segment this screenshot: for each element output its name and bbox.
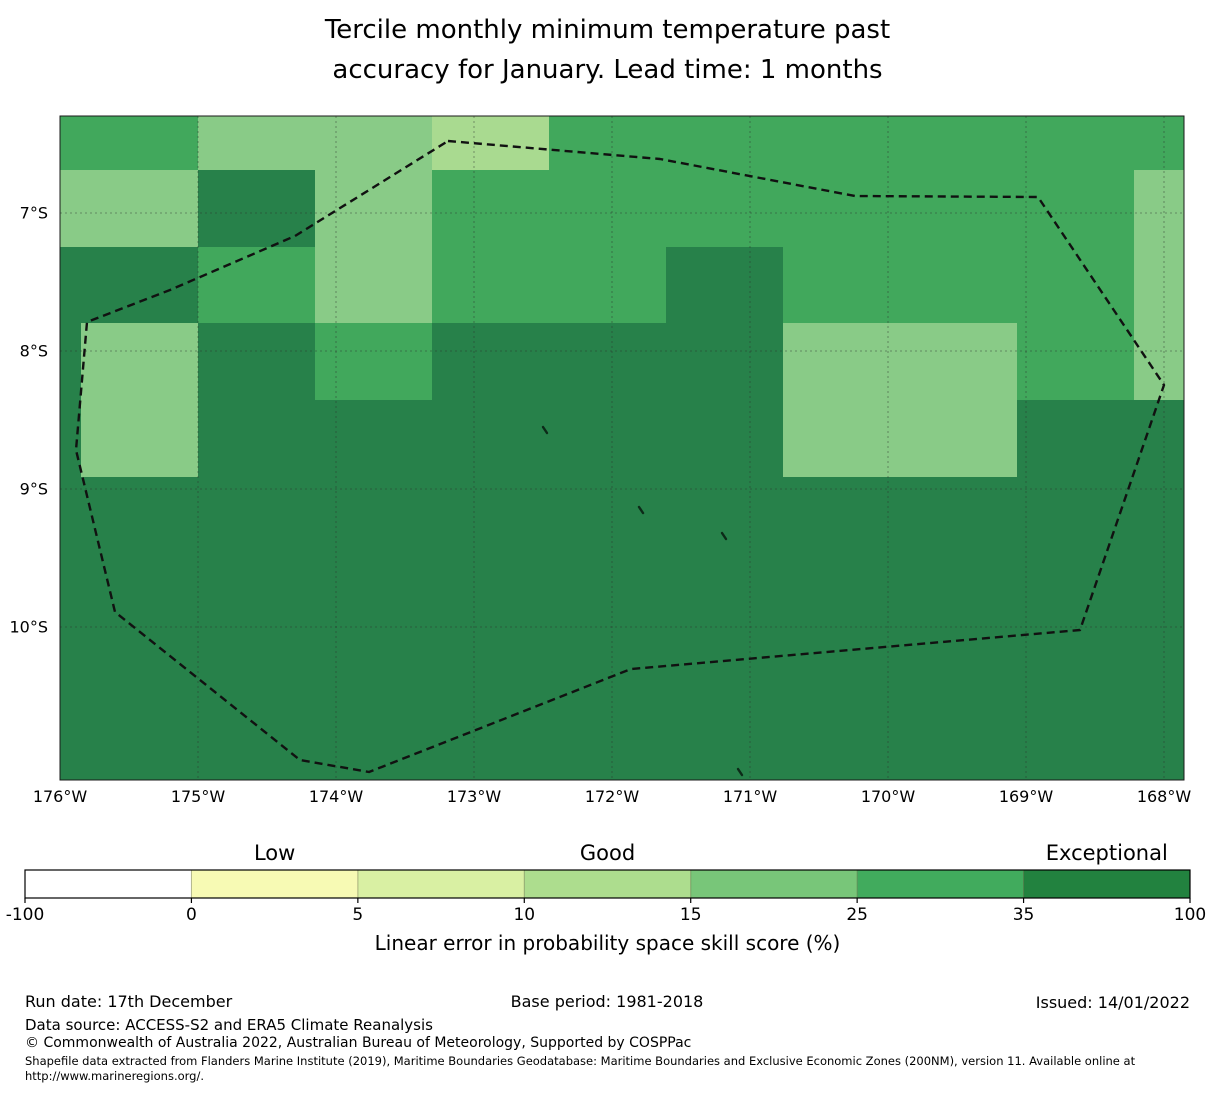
- map-cell: [81, 323, 198, 400]
- colorbar-region-label: Low: [253, 841, 296, 865]
- y-tick-label: 9°S: [19, 479, 48, 499]
- colorbar-segment: [357, 870, 525, 898]
- map-cell: [432, 247, 666, 323]
- colorbar-segment: [191, 870, 358, 898]
- y-tick-label: 8°S: [19, 341, 48, 361]
- map-cell: [783, 400, 1017, 477]
- x-tick-label: 171°W: [722, 787, 778, 806]
- colorbar-segment: [690, 870, 858, 898]
- island-mark: [541, 425, 549, 435]
- map-frame: [59, 115, 1185, 781]
- map-cell: [783, 247, 1134, 323]
- island-mark: [736, 767, 744, 777]
- island-mark: [720, 531, 728, 541]
- copyright-text: © Commonwealth of Australia 2022, Austra…: [25, 1035, 692, 1051]
- map-cell: [1134, 170, 1184, 247]
- map-cell: [315, 170, 432, 247]
- map-cell: [198, 170, 315, 247]
- map-cell: [315, 323, 432, 400]
- colorbar-segment: [524, 870, 691, 898]
- island-mark: [637, 505, 645, 515]
- eez-boundary-line: [74, 139, 1166, 774]
- chart-title-line2: accuracy for January. Lead time: 1 month…: [332, 55, 883, 85]
- colorbar-tick-label: 5: [352, 905, 364, 925]
- y-tick-label: 10°S: [9, 617, 48, 637]
- map-cell: [315, 247, 432, 323]
- map-cell: [81, 400, 198, 477]
- map-cell: [60, 170, 198, 247]
- shapefile-note-text: Shapefile data extracted from Flanders M…: [25, 1054, 1136, 1083]
- map-cell: [1134, 323, 1184, 400]
- y-tick-label: 7°S: [19, 203, 48, 223]
- colorbar-tick-label: 10: [513, 905, 536, 925]
- issued-date-text: Issued: 14/01/2022: [1035, 993, 1190, 1012]
- colorbar-region-label: Exceptional: [1045, 841, 1168, 865]
- map-cell: [432, 116, 549, 170]
- colorbar-tick-label: -100: [5, 905, 45, 925]
- map-cell: [1017, 323, 1134, 400]
- x-tick-label: 173°W: [446, 787, 502, 806]
- colorbar-outline: [24, 869, 1191, 899]
- map-cell: [432, 170, 1134, 247]
- map-cell: [1134, 247, 1184, 323]
- colorbar-tick-label: 25: [846, 905, 868, 925]
- map-cell: [198, 116, 432, 170]
- x-tick-label: 170°W: [860, 787, 916, 806]
- map-cell: [60, 116, 198, 170]
- x-tick-label: 176°W: [32, 787, 88, 806]
- x-tick-label: 168°W: [1136, 787, 1192, 806]
- colorbar-segment: [25, 870, 192, 898]
- x-tick-label: 175°W: [170, 787, 226, 806]
- base-period-text: Base period: 1981-2018: [510, 992, 704, 1011]
- colorbar-tick-label: 100: [1173, 905, 1207, 925]
- colorbar-caption: Linear error in probability space skill …: [374, 931, 841, 955]
- run-date-text: Run date: 17th December: [25, 992, 233, 1011]
- chart-title-line1: Tercile monthly minimum temperature past: [324, 15, 891, 45]
- map-cell: [783, 323, 1017, 400]
- colorbar-segment: [1023, 870, 1190, 898]
- colorbar-tick-label: 35: [1012, 905, 1035, 925]
- colorbar-tick-label: 0: [186, 905, 197, 925]
- colorbar-region-label: Good: [579, 841, 636, 865]
- x-tick-label: 169°W: [998, 787, 1054, 806]
- map-cell: [198, 247, 315, 323]
- data-source-text: Data source: ACCESS-S2 and ERA5 Climate …: [25, 1016, 433, 1034]
- x-tick-label: 172°W: [584, 787, 640, 806]
- colorbar-tick-label: 15: [679, 905, 702, 925]
- x-tick-label: 174°W: [308, 787, 364, 806]
- map-cell: [549, 116, 1184, 170]
- colorbar-segment: [857, 870, 1024, 898]
